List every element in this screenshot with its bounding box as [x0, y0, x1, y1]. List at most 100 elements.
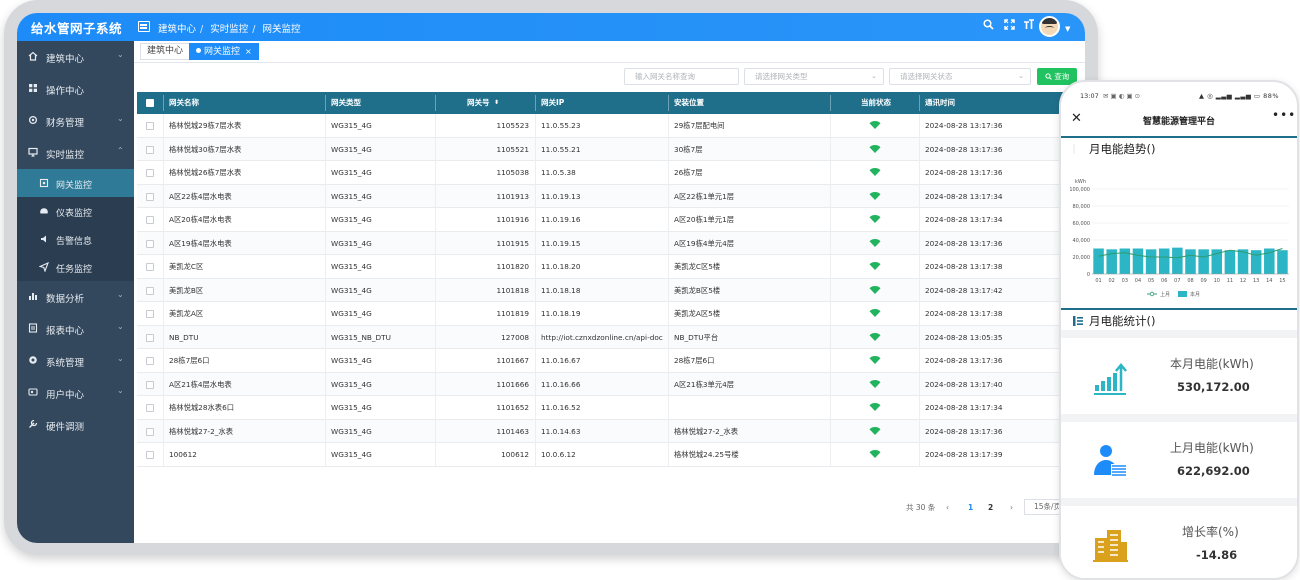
gateway-type-select[interactable]: 请选择网关类型 ⌄: [744, 68, 884, 85]
sidebar-item-realtime-monitor[interactable]: 实时监控 ⌃: [17, 137, 134, 169]
table-cell: 2024-08-28 13:17:42: [925, 285, 1003, 295]
row-checkbox[interactable]: [146, 427, 154, 436]
row-checkbox[interactable]: [146, 122, 154, 130]
table-cell: 美凯龙C区5楼: [674, 262, 721, 271]
row-checkbox[interactable]: [146, 263, 154, 271]
table-cell: 2024-08-28 13:17:39: [925, 450, 1003, 459]
row-checkbox[interactable]: [146, 286, 154, 295]
gateway-name-input[interactable]: 输入网关名称查询: [624, 68, 739, 85]
query-button[interactable]: 查询: [1037, 68, 1077, 85]
sidebar-item-operation-center[interactable]: 操作中心: [17, 73, 134, 105]
table-cell: WG315_4G: [331, 168, 372, 177]
table-cell: A区22栋4层水电表: [169, 191, 232, 201]
fullscreen-icon[interactable]: [1004, 19, 1015, 34]
row-checkbox[interactable]: [146, 239, 154, 248]
select-placeholder: 请选择网关状态: [900, 72, 953, 81]
close-icon[interactable]: ✕: [1071, 111, 1082, 126]
prev-page-button[interactable]: ‹: [946, 503, 949, 512]
row-checkbox[interactable]: [146, 357, 154, 365]
row-checkbox[interactable]: [146, 192, 154, 201]
table-row[interactable]: 100612 WG315_4G 100612 10.0.6.12 格林悦城24.25号楼…: [137, 443, 1065, 467]
sidebar-subitem-alarm-info[interactable]: 告警信息: [17, 225, 134, 253]
table-cell: 11.0.55.21: [541, 144, 581, 154]
table-cell: 格林悦城29栋7层水表: [169, 121, 242, 130]
table-row[interactable]: 28栋7层6口 WG315_4G 1101667 11.0.16.67 28栋7层6口 2…: [137, 349, 1065, 373]
desktop-screen: 给水管网子系统 建筑中心 / 实时监控 / 网关监控 ▼: [17, 13, 1085, 543]
table-cell: WG315_4G: [331, 285, 372, 295]
sidebar-item-data-analysis[interactable]: 数据分析 ⌄: [17, 281, 134, 313]
breadcrumb-item[interactable]: 实时监控: [210, 24, 249, 35]
table-row[interactable]: 美凯龙C区 WG315_4G 1101820 11.0.18.20 美凯龙C区5楼 202…: [137, 255, 1065, 279]
tab-gateway-monitor[interactable]: 网关监控 ×: [189, 43, 259, 60]
bar-this-month: [1172, 247, 1183, 274]
row-checkbox[interactable]: [146, 404, 154, 412]
gateway-icon: [39, 178, 49, 188]
sidebar-subitem-gateway-monitor[interactable]: 网关监控: [17, 169, 134, 197]
table-row[interactable]: 格林悦城29栋7层水表 WG315_4G 1105523 11.0.55.23 29栋7…: [137, 114, 1065, 138]
bar-this-month: [1119, 248, 1131, 274]
table-cell: 28栋7层6口: [674, 356, 715, 365]
tab-building-center[interactable]: 建筑中心: [140, 43, 191, 60]
breadcrumb-item[interactable]: 建筑中心: [158, 24, 197, 35]
bar-this-month: [1158, 248, 1170, 274]
sidebar-subitem-meter-monitor[interactable]: 仪表监控: [17, 197, 134, 225]
row-checkbox[interactable]: [146, 169, 154, 177]
table-row[interactable]: A区22栋4层水电表 WG315_4G 1101913 11.0.19.13 A区22栋…: [137, 184, 1065, 208]
sort-icon[interactable]: ⬍: [494, 99, 500, 106]
table-row[interactable]: A区19栋4层水电表 WG315_4G 1101915 11.0.19.15 A区19栋…: [137, 231, 1065, 255]
more-icon[interactable]: •••: [1272, 108, 1297, 122]
column-divider: [535, 114, 536, 466]
sidebar-item-user-center[interactable]: 用户中心 ⌄: [17, 377, 134, 409]
avatar[interactable]: [1039, 16, 1060, 37]
table-row[interactable]: A区20栋4层水电表 WG315_4G 1101916 11.0.19.16 A区20栋…: [137, 208, 1065, 232]
table-row[interactable]: 格林悦城26栋7层水表 WG315_4G 1105038 11.0.5.38 26栋7层…: [137, 161, 1065, 185]
table-row[interactable]: A区21栋4层水电表 WG315_4G 1101666 11.0.16.66 A区21栋…: [137, 372, 1065, 396]
chevron-down-icon: ⌄: [117, 354, 124, 363]
sidebar-item-report-center[interactable]: 报表中心 ⌄: [17, 313, 134, 345]
select-all-checkbox[interactable]: [146, 99, 154, 107]
stat-card-last-month: 上月电能(kWh) 622,692.00: [1061, 422, 1297, 498]
caret-down-icon[interactable]: ▼: [1065, 25, 1071, 33]
menu-fold-icon[interactable]: [138, 21, 150, 32]
bar-this-month: [1211, 249, 1223, 274]
close-icon[interactable]: ×: [245, 47, 252, 56]
column-header[interactable]: 网关号: [467, 98, 490, 107]
table-cell: 11.0.16.67: [541, 356, 581, 365]
table-row[interactable]: 格林悦城30栋7层水表 WG315_4G 1105521 11.0.55.21 30栋7…: [137, 137, 1065, 161]
row-checkbox[interactable]: [146, 333, 154, 342]
status-right: ▲ ◎ ▂▃▅ ▂▃▅ ▭ 88%: [1199, 92, 1279, 100]
search-icon[interactable]: [983, 19, 994, 34]
table-cell: 2024-08-28 13:17:36: [925, 426, 1003, 436]
sidebar-item-system-management[interactable]: 系统管理 ⌄: [17, 345, 134, 377]
row-checkbox[interactable]: [146, 310, 154, 318]
table-cell: 格林悦城28水表6口: [169, 403, 235, 412]
gateway-status-select[interactable]: 请选择网关状态 ⌄: [889, 68, 1031, 85]
table-cell: 2024-08-28 13:17:36: [925, 121, 1003, 130]
table-row[interactable]: 格林悦城28水表6口 WG315_4G 1101652 11.0.16.52 2024-…: [137, 396, 1065, 420]
table-cell: A区20栋4层水电表: [169, 215, 232, 224]
table-cell: WG315_4G: [331, 426, 372, 436]
sidebar-item-building-center[interactable]: 建筑中心 ⌄: [17, 41, 134, 73]
table-cell: 1105038: [496, 168, 530, 177]
page-button[interactable]: 1: [968, 503, 974, 512]
table-row[interactable]: 美凯龙A区 WG315_4G 1101819 11.0.18.19 美凯龙A区5楼 202…: [137, 302, 1065, 326]
table-row[interactable]: 美凯龙B区 WG315_4G 1101818 11.0.18.18 美凯龙B区5楼 202…: [137, 278, 1065, 302]
buildings-icon: [1093, 530, 1128, 562]
page-button[interactable]: 2: [988, 503, 994, 512]
row-checkbox[interactable]: [146, 216, 154, 224]
row-checkbox[interactable]: [146, 451, 154, 459]
table-cell: WG315_4G: [331, 379, 372, 389]
row-checkbox[interactable]: [146, 145, 154, 154]
sidebar-subitem-task-monitor[interactable]: 任务监控: [17, 253, 134, 281]
row-checkbox[interactable]: [146, 380, 154, 389]
sidebar-item-hardware-debug[interactable]: 硬件调测: [17, 409, 134, 441]
trend-section-title: 月电能趋势(): [1089, 142, 1156, 156]
table-cell: 10.0.6.12: [541, 450, 576, 459]
font-size-icon[interactable]: [1023, 19, 1035, 34]
table-row[interactable]: 格林悦城27-2_水表 WG315_4G 1101463 11.0.14.63 格林悦城…: [137, 419, 1065, 443]
sidebar-item-finance[interactable]: 财务管理 ⌄: [17, 105, 134, 137]
table-cell: 1105523: [496, 121, 530, 130]
next-page-button[interactable]: ›: [1010, 503, 1013, 512]
table-row[interactable]: NB_DTU WG315_NB_DTU 127008 http://iot.cznxd…: [137, 325, 1065, 349]
